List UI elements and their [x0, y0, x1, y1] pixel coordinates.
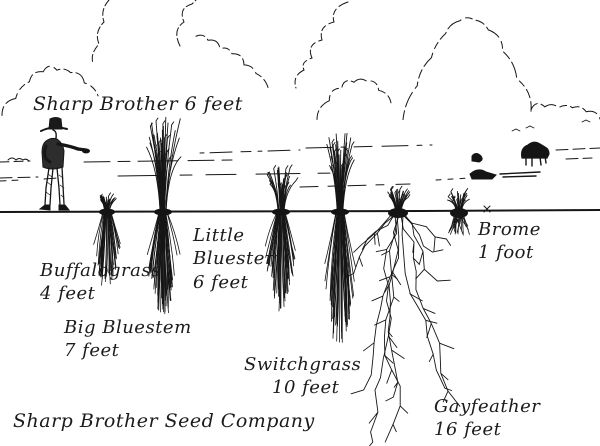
plant-depth: 1 foot	[478, 242, 534, 264]
label-brome: Brome 1 foot	[478, 218, 541, 265]
plant-depth: 4 feet	[40, 283, 96, 305]
grass-and-roots-sketch	[93, 116, 470, 446]
label-scale-figure: Sharp Brother 6 feet	[33, 93, 243, 115]
plant-depth: 7 feet	[64, 340, 120, 362]
label-gayfeather: Gayfeather 16 feet	[434, 395, 540, 442]
label-little-bluestem: Little Bluestem 6 feet	[193, 224, 293, 294]
plant-name: Gayfeather	[434, 396, 541, 417]
label-big-bluestem: Big Bluestem 7 feet	[64, 316, 192, 363]
label-switchgrass: Switchgrass 10 feet	[244, 353, 361, 400]
clouds-sketch	[1, 0, 600, 121]
plant-name: Switchgrass	[244, 354, 362, 375]
plant-name: Little Bluestem	[193, 225, 283, 270]
plant-depth: 16 feet	[434, 419, 502, 441]
plant-depth: 6 feet	[193, 271, 249, 293]
soil-line	[0, 205, 600, 213]
horizon-lines	[0, 144, 600, 188]
plant-name: Big Bluestem	[64, 317, 192, 338]
plant-depth: 10 feet	[272, 377, 340, 399]
label-buffalograss: Buffalograss 4 feet	[40, 259, 161, 306]
distant-buffalo-scene	[469, 119, 591, 180]
company-title: Sharp Brother Seed Company	[13, 410, 315, 432]
plant-name: Brome	[478, 219, 541, 240]
plant-name: Buffalograss	[40, 260, 161, 281]
farmer-figure	[38, 117, 90, 211]
